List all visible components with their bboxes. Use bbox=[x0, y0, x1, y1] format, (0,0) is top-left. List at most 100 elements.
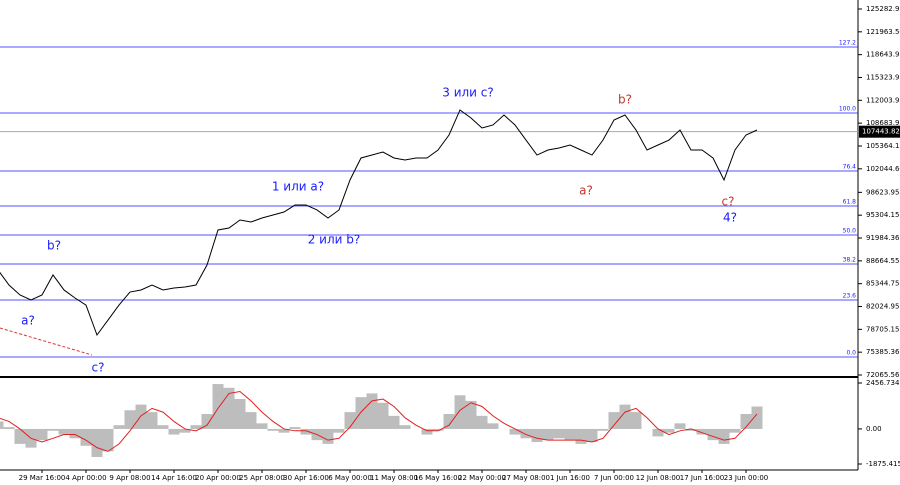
wave-label: b? bbox=[618, 93, 632, 107]
y-tick-label: 112003.95 bbox=[866, 96, 900, 104]
signal-line bbox=[0, 391, 758, 452]
wave-label: a? bbox=[579, 184, 593, 198]
histogram-bar bbox=[245, 412, 257, 429]
histogram-bar bbox=[300, 428, 312, 435]
histogram-bar bbox=[366, 393, 378, 429]
x-tick-label: 20 Apr 00:00 bbox=[195, 474, 241, 482]
histogram-bar bbox=[685, 428, 697, 431]
histogram-bar bbox=[586, 428, 598, 443]
y-tick-label: 75385.36 bbox=[866, 348, 900, 356]
histogram-bar bbox=[476, 415, 488, 429]
histogram-bar bbox=[91, 428, 103, 457]
histogram-bar bbox=[487, 423, 499, 429]
histogram-bar bbox=[377, 402, 389, 429]
y-tick-label: 72065.56 bbox=[866, 371, 900, 379]
last-price-label: 107443.82 bbox=[862, 128, 900, 136]
histogram-bar bbox=[707, 428, 719, 441]
histogram-bar bbox=[740, 413, 752, 429]
x-tick-label: 29 Mar 16:00 bbox=[19, 474, 66, 482]
wave-label: c? bbox=[92, 361, 105, 375]
wave-label: 3 или c? bbox=[442, 86, 494, 100]
histogram-bar bbox=[289, 427, 301, 429]
histogram-bar bbox=[102, 428, 114, 452]
histogram-bar bbox=[465, 400, 477, 429]
fib-label: 23.6 bbox=[843, 292, 857, 299]
y-tick-label: 118643.95 bbox=[866, 51, 900, 59]
histogram-bar bbox=[619, 404, 631, 429]
wave-label: b? bbox=[47, 239, 61, 253]
histogram-bar bbox=[729, 428, 741, 433]
price-line bbox=[0, 109, 758, 337]
x-tick-label: 4 Apr 00:00 bbox=[65, 474, 106, 482]
y-tick-label: 0.00 bbox=[866, 425, 882, 433]
x-tick-label: 1 Jun 16:00 bbox=[550, 474, 590, 482]
fib-label: 76.4 bbox=[843, 163, 857, 170]
y-tick-label: 78705.15 bbox=[866, 325, 899, 333]
histogram-bar bbox=[47, 428, 59, 431]
y-tick-label: 108683.95 bbox=[866, 119, 900, 127]
histogram-bar bbox=[135, 404, 147, 429]
fib-label: 127.2 bbox=[839, 40, 856, 47]
histogram-bar bbox=[179, 428, 191, 433]
histogram-bar bbox=[223, 387, 235, 429]
wave-label: c? bbox=[722, 195, 735, 209]
y-tick-label: 102044.66 bbox=[866, 165, 900, 173]
y-tick-label: 91984.36 bbox=[866, 234, 900, 242]
y-tick-label: 115323.95 bbox=[866, 73, 900, 81]
y-tick-label: 82024.95 bbox=[866, 303, 899, 311]
histogram-bar bbox=[454, 395, 466, 429]
histogram-bar bbox=[256, 423, 268, 429]
histogram-bar bbox=[751, 406, 763, 429]
x-tick-label: 27 May 08:00 bbox=[502, 474, 550, 482]
x-tick-label: 12 Jun 08:00 bbox=[636, 474, 680, 482]
histogram-bar bbox=[553, 428, 565, 439]
wave-label: 2 или b? bbox=[308, 233, 361, 247]
histogram-bar bbox=[0, 421, 4, 429]
histogram-bar bbox=[157, 425, 169, 429]
fib-label: 38.2 bbox=[843, 257, 857, 264]
x-tick-label: 25 Apr 08:00 bbox=[239, 474, 285, 482]
x-tick-label: 7 Jun 00:00 bbox=[594, 474, 634, 482]
x-tick-label: 11 May 08:00 bbox=[370, 474, 418, 482]
histogram-bar bbox=[597, 428, 609, 431]
histogram-bar bbox=[58, 428, 70, 435]
y-tick-label: 95304.15 bbox=[866, 211, 899, 219]
histogram-bar bbox=[36, 428, 48, 441]
histogram-bar bbox=[322, 428, 334, 444]
histogram-bar bbox=[399, 425, 411, 429]
histogram-bar bbox=[278, 428, 290, 433]
histogram-bar bbox=[509, 428, 521, 435]
histogram-bar bbox=[421, 428, 433, 435]
y-tick-label: -1875.415 bbox=[866, 460, 900, 468]
histogram-bar bbox=[146, 412, 158, 429]
fib-label: 0.0 bbox=[846, 350, 856, 357]
histogram-bar bbox=[3, 427, 15, 429]
y-tick-label: 105364.15 bbox=[866, 142, 900, 150]
histogram-bar bbox=[333, 428, 345, 433]
x-tick-label: 14 Apr 16:00 bbox=[151, 474, 197, 482]
histogram-bar bbox=[168, 428, 180, 435]
histogram-bar bbox=[564, 428, 576, 441]
histogram-bar bbox=[674, 423, 686, 429]
histogram-bar bbox=[355, 397, 367, 429]
histogram-bar bbox=[201, 413, 213, 429]
wave-label: 1 или a? bbox=[272, 180, 324, 194]
histogram-bar bbox=[531, 428, 543, 443]
histogram-bar bbox=[388, 415, 400, 429]
y-tick-label: 121963.56 bbox=[866, 28, 900, 36]
trend-line bbox=[0, 327, 93, 356]
histogram-bar bbox=[113, 425, 125, 429]
histogram-bar bbox=[652, 428, 664, 437]
y-tick-label: 2456.734 bbox=[866, 379, 900, 387]
x-tick-label: 17 Jun 16:00 bbox=[680, 474, 724, 482]
wave-label: a? bbox=[21, 314, 35, 328]
histogram-bar bbox=[190, 425, 202, 429]
histogram-bar bbox=[212, 384, 224, 429]
histogram-bar bbox=[630, 412, 642, 429]
histogram-bar bbox=[80, 428, 92, 446]
y-tick-label: 85344.75 bbox=[866, 280, 899, 288]
y-tick-label: 88664.55 bbox=[866, 257, 899, 265]
histogram-bar bbox=[124, 410, 136, 429]
histogram-bar bbox=[520, 428, 532, 439]
